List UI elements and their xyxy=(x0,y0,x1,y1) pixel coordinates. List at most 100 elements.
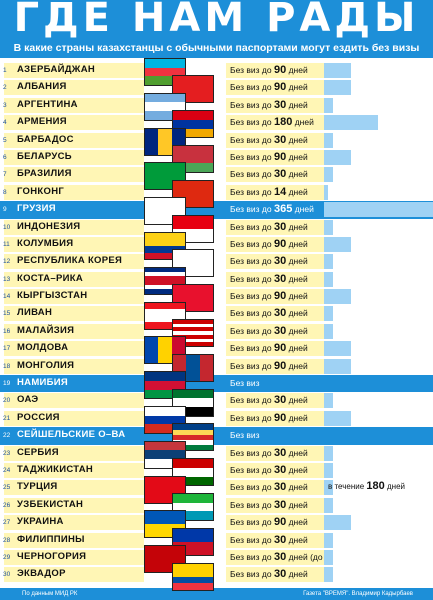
visa-cell: Без виз до 30 дней xyxy=(226,445,324,461)
table-row: 9 ГРУЗИЯ Без виз до 365 дней xyxy=(0,201,433,219)
visa-prefix: Без виз до xyxy=(230,569,272,580)
country-name: ФИЛИППИНЫ xyxy=(17,533,85,545)
country-cell xyxy=(4,549,144,565)
table-row: 7 БРАЗИЛИЯ Без виз до 30 дней xyxy=(0,166,433,183)
table-row: 6 БЕЛАРУСЬ Без виз до 90 дней xyxy=(0,149,433,166)
row-number: 4 xyxy=(3,119,7,127)
visa-suffix: дней xyxy=(288,221,308,232)
albania-flag-icon xyxy=(172,75,214,104)
bar-track xyxy=(324,445,433,461)
bar-track xyxy=(324,306,433,322)
visa-cell: Без виз до 90 дней xyxy=(226,236,324,252)
country-cell xyxy=(4,410,144,426)
days-bar xyxy=(324,132,333,148)
country-name: МОНГОЛИЯ xyxy=(17,359,75,371)
visa-cell: Без виз до 30 дней xyxy=(226,532,324,548)
country-name: РЕСПУБЛИКА КОРЕЯ xyxy=(17,255,123,267)
country-cell xyxy=(4,323,144,339)
visa-days: 30 xyxy=(273,307,287,320)
visa-cell: Без виз до 30 дней xyxy=(226,132,324,148)
visa-days: 90 xyxy=(273,150,287,163)
bar-track xyxy=(324,80,433,96)
country-cell xyxy=(4,202,144,218)
country-name: ЛИВАН xyxy=(17,307,53,319)
row-number: 25 xyxy=(3,484,11,492)
days-bar xyxy=(324,271,333,287)
visa-cell: Без виз до 30 дней xyxy=(226,97,324,113)
country-cell xyxy=(4,445,144,461)
table-row: 8 ГОНКОНГ Без виз до 14 дней xyxy=(0,184,433,201)
table-row: 13 КОСТА–РИКА Без виз до 30 дней xyxy=(0,271,433,288)
costarica-flag-icon xyxy=(144,266,186,295)
country-cell xyxy=(4,393,144,409)
country-cell xyxy=(4,132,144,148)
bar-track xyxy=(324,497,433,513)
bar-track xyxy=(324,63,433,78)
country-cell xyxy=(4,306,144,322)
visa-days: 30 xyxy=(273,133,287,146)
visa-prefix: Без виз до xyxy=(230,412,272,423)
bar-track xyxy=(324,393,433,409)
bar-track xyxy=(324,341,433,357)
row-number: 23 xyxy=(3,449,11,457)
row-number: 13 xyxy=(3,275,11,283)
visa-cell: Без виз до 30 дней xyxy=(226,462,324,478)
row-number: 15 xyxy=(3,310,11,318)
visa-days: 30 xyxy=(273,272,287,285)
visa-suffix: дней xyxy=(288,464,308,475)
country-name: ОАЭ xyxy=(17,394,39,406)
visa-cell: Без виз до 90 дней xyxy=(226,289,324,305)
row-number: 24 xyxy=(3,466,11,474)
brazil-flag-icon xyxy=(144,162,186,191)
visa-days: 90 xyxy=(273,237,287,250)
visa-text: Без виз до 30 дней xyxy=(230,567,308,582)
bar-track xyxy=(324,480,433,496)
page-title: ГДЕ НАМ РАДЫ xyxy=(13,0,420,41)
country-cell xyxy=(4,271,144,287)
table-row: 28 ФИЛИППИНЫ Без виз до 30 дней xyxy=(0,532,433,549)
days-bar xyxy=(324,63,351,78)
philippines-flag-icon xyxy=(172,527,214,556)
bar-track xyxy=(324,428,433,444)
visa-suffix: дней xyxy=(288,308,308,319)
row-number: 12 xyxy=(3,258,11,266)
row-number: 19 xyxy=(3,380,11,388)
country-name: ТАДЖИКИСТАН xyxy=(17,463,94,475)
visa-prefix: Без виз до xyxy=(230,221,272,232)
visa-prefix: Без виз до xyxy=(230,551,272,562)
row-number: 3 xyxy=(3,101,7,109)
days-bar xyxy=(324,289,351,305)
visa-text: Без виз до 30 дней xyxy=(230,393,308,408)
visa-days: 30 xyxy=(273,255,287,268)
country-name: ИНДОНЕЗИЯ xyxy=(17,220,81,232)
bar-track xyxy=(324,184,433,200)
country-name: АЗЕРБАЙДЖАН xyxy=(17,64,96,75)
visa-days: 30 xyxy=(273,481,287,494)
visa-suffix: дней xyxy=(288,395,308,406)
country-name: ТУРЦИЯ xyxy=(17,481,58,493)
visa-days: 30 xyxy=(273,220,287,233)
days-bar xyxy=(324,323,333,339)
row-number: 21 xyxy=(3,414,11,422)
visa-cell: Без виз до 30 дней xyxy=(226,497,324,513)
visa-suffix: дней xyxy=(288,517,308,528)
visa-prefix: Без виз до xyxy=(230,186,272,197)
country-cell xyxy=(4,428,144,444)
visa-suffix: дней xyxy=(288,99,308,110)
table-row: 29 ЧЕРНОГОРИЯ Без виз до 30 дней (до 31.10… xyxy=(0,549,433,566)
bar-track xyxy=(324,410,433,426)
visa-suffix: дней xyxy=(288,134,308,145)
visa-prefix: Без виз до xyxy=(230,134,272,145)
visa-text: Без виз до 30 дней xyxy=(230,324,308,339)
visa-cell: Без виз до 365 дней xyxy=(226,202,324,218)
row-number: 20 xyxy=(3,397,11,405)
row-number: 18 xyxy=(3,362,11,370)
country-name: НАМИБИЯ xyxy=(17,377,69,389)
visa-prefix: Без виз до xyxy=(230,169,272,180)
page-subtitle: В какие страны казахстанцы с обычными па… xyxy=(13,42,420,54)
table-row: 23 СЕРБИЯ Без виз до 30 дней xyxy=(0,445,433,462)
table-row: 10 ИНДОНЕЗИЯ Без виз до 30 дней xyxy=(0,219,433,236)
bar-track xyxy=(324,515,433,531)
visa-text: Без виз до 30 дней xyxy=(230,272,308,287)
visa-cell: Без виз до 90 дней xyxy=(226,63,324,78)
